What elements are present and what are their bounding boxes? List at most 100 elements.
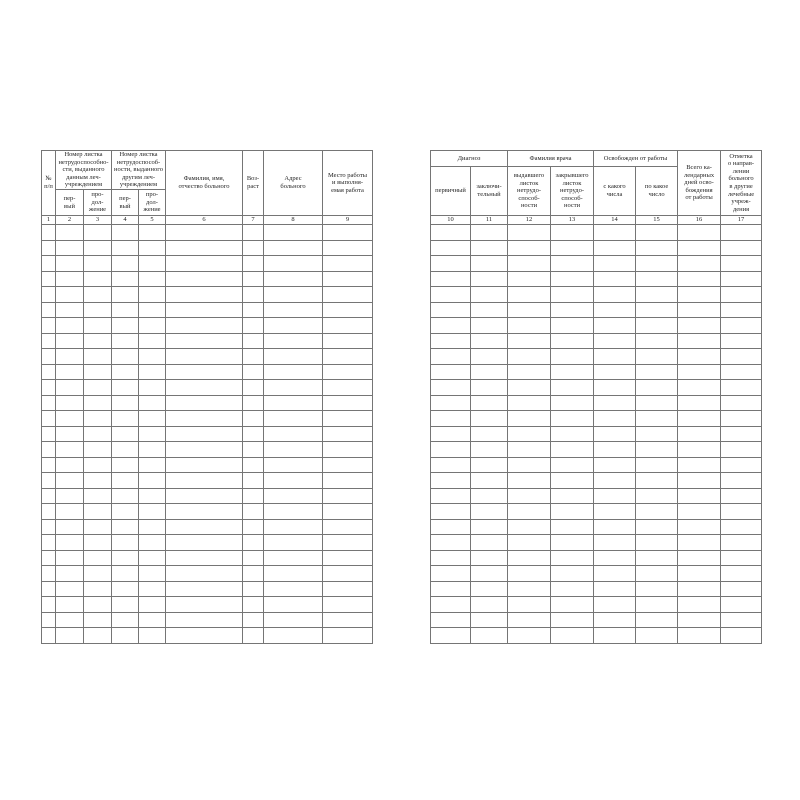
body-cell: [83, 565, 112, 582]
column-number: 12: [507, 215, 552, 225]
body-cell: [635, 487, 679, 504]
body-cell: [507, 441, 552, 458]
body-cell: [83, 627, 112, 644]
body-cell: [41, 534, 56, 551]
body-cell: [322, 487, 373, 504]
body-cell: [550, 301, 595, 318]
body-cell: [720, 518, 763, 535]
body-cell: [165, 332, 243, 349]
table-row: [430, 348, 763, 365]
body-cell: [635, 472, 679, 489]
body-cell: [322, 518, 373, 535]
body-cell: [263, 270, 323, 287]
table-row: [430, 456, 763, 473]
body-cell: [138, 332, 166, 349]
body-cell: [550, 503, 595, 520]
body-cell: [83, 425, 112, 442]
body-cell: [138, 425, 166, 442]
body-cell: [677, 487, 722, 504]
body-cell: [322, 379, 373, 396]
body-cell: [430, 565, 471, 582]
body-cell: [469, 348, 509, 365]
body-cell: [165, 270, 243, 287]
body-cell: [720, 456, 763, 473]
body-cell: [550, 410, 595, 427]
body-cell: [41, 301, 56, 318]
body-cell: [111, 456, 139, 473]
body-cell: [635, 565, 679, 582]
body-cell: [677, 549, 722, 566]
body-cell: [430, 255, 471, 272]
body-cell: [165, 596, 243, 613]
table-row: [41, 611, 373, 628]
table-row: [41, 549, 373, 566]
body-cell: [430, 348, 471, 365]
body-cell: [469, 255, 509, 272]
body-cell: [165, 503, 243, 520]
body-cell: [111, 317, 139, 334]
col-header-continuation: про- дол- жение: [138, 189, 166, 216]
body-cell: [55, 224, 84, 241]
body-cell: [263, 394, 323, 411]
table-row: [430, 239, 763, 256]
body-cell: [138, 410, 166, 427]
body-cell: [263, 286, 323, 303]
table-row: [430, 317, 763, 334]
body-cell: [263, 503, 323, 520]
body-cell: [469, 363, 509, 380]
body-cell: [55, 255, 84, 272]
body-cell: [430, 425, 471, 442]
body-cell: [55, 549, 84, 566]
body-cell: [55, 627, 84, 644]
body-cell: [138, 286, 166, 303]
body-cell: [263, 549, 323, 566]
body-cell: [507, 270, 552, 287]
body-cell: [41, 487, 56, 504]
body-cell: [720, 348, 763, 365]
body-cell: [165, 518, 243, 535]
col-header-address: Адрес больного: [263, 150, 323, 216]
table-row: [430, 503, 763, 520]
body-cell: [635, 441, 679, 458]
body-cell: [677, 627, 722, 644]
body-cell: [469, 425, 509, 442]
body-cell: [111, 503, 139, 520]
body-cell: [593, 627, 637, 644]
body-cell: [469, 534, 509, 551]
body-cell: [165, 611, 243, 628]
column-number: 8: [263, 215, 323, 225]
body-cell: [550, 472, 595, 489]
table-row: [430, 394, 763, 411]
body-cell: [55, 503, 84, 520]
body-cell: [720, 332, 763, 349]
table-row: [430, 487, 763, 504]
body-cell: [165, 425, 243, 442]
table-row: [41, 348, 373, 365]
body-cell: [720, 286, 763, 303]
body-cell: [55, 286, 84, 303]
body-cell: [165, 441, 243, 458]
body-cell: [111, 379, 139, 396]
body-cell: [635, 518, 679, 535]
body-cell: [263, 348, 323, 365]
body-cell: [263, 363, 323, 380]
table-row: [41, 596, 373, 613]
body-cell: [720, 255, 763, 272]
body-cell: [242, 394, 264, 411]
column-number: 17: [720, 215, 763, 225]
table-row: [430, 301, 763, 318]
body-cell: [550, 394, 595, 411]
body-cell: [593, 456, 637, 473]
body-cell: [593, 379, 637, 396]
column-number: 16: [677, 215, 722, 225]
body-cell: [677, 239, 722, 256]
body-cell: [430, 286, 471, 303]
body-cell: [635, 286, 679, 303]
body-cell: [720, 487, 763, 504]
body-cell: [41, 441, 56, 458]
body-cell: [507, 549, 552, 566]
body-cell: [83, 394, 112, 411]
body-cell: [263, 472, 323, 489]
body-cell: [322, 286, 373, 303]
body-cell: [550, 580, 595, 597]
